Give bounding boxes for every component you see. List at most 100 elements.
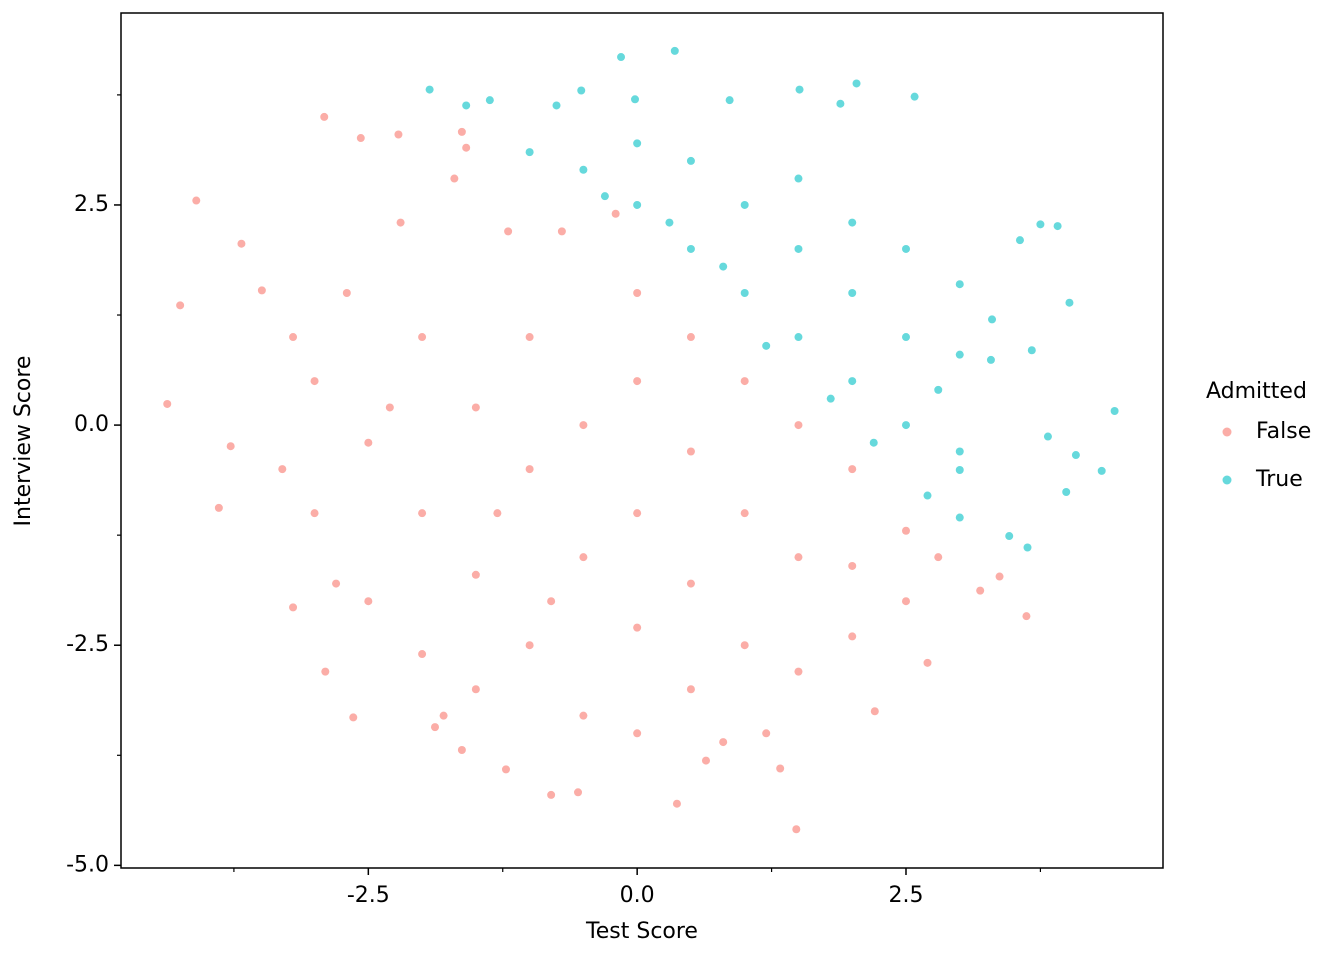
point: [955, 465, 964, 474]
point: [910, 92, 919, 101]
point: [321, 667, 330, 676]
point: [579, 421, 588, 430]
point: [719, 738, 728, 747]
y-tick-label: -5.0: [66, 852, 109, 877]
point: [214, 503, 223, 512]
point: [852, 79, 861, 88]
point: [762, 341, 771, 350]
point: [396, 218, 405, 227]
point: [349, 713, 358, 722]
point: [547, 790, 556, 799]
point: [848, 632, 857, 641]
point: [579, 711, 588, 720]
point: [988, 315, 997, 324]
point: [686, 685, 695, 694]
point: [986, 355, 995, 364]
point: [633, 509, 642, 518]
point: [257, 286, 266, 295]
point: [493, 509, 502, 518]
point: [310, 509, 319, 518]
legend-title: Admitted: [1206, 379, 1307, 404]
x-tick-label: 2.5: [888, 883, 923, 908]
point: [740, 377, 749, 386]
point: [826, 394, 835, 403]
point: [385, 403, 394, 412]
point: [955, 447, 964, 456]
point: [794, 333, 803, 342]
point: [364, 438, 373, 447]
point: [439, 711, 448, 720]
legend-label: False: [1256, 419, 1311, 444]
point: [1027, 346, 1036, 355]
point: [794, 244, 803, 253]
point: [901, 526, 910, 535]
point: [356, 134, 365, 143]
point: [740, 641, 749, 650]
point: [901, 244, 910, 253]
x-tick-label: -2.5: [347, 883, 390, 908]
legend-label: True: [1255, 467, 1303, 492]
point: [611, 209, 620, 218]
point: [471, 685, 480, 694]
point: [1097, 466, 1106, 475]
point: [955, 513, 964, 522]
x-tick-label: 0.0: [620, 883, 655, 908]
point: [976, 586, 985, 595]
point: [163, 399, 172, 408]
point: [1071, 451, 1080, 460]
point: [574, 788, 583, 797]
point: [848, 561, 857, 570]
point: [1015, 236, 1024, 245]
point: [1062, 488, 1071, 497]
point: [430, 723, 439, 732]
point: [995, 572, 1004, 581]
point: [1023, 543, 1032, 552]
point: [686, 579, 695, 588]
point: [701, 756, 710, 765]
point: [617, 53, 626, 62]
point: [418, 333, 427, 342]
point: [485, 96, 494, 105]
point: [686, 244, 695, 253]
legend-marker: [1222, 427, 1232, 437]
point: [457, 746, 466, 755]
point: [450, 174, 459, 183]
point: [923, 491, 932, 500]
point: [794, 421, 803, 430]
point: [740, 289, 749, 298]
y-axis-label: Interview Score: [11, 356, 36, 527]
y-tick-label: 0.0: [74, 412, 109, 437]
point: [794, 174, 803, 183]
point: [547, 597, 556, 606]
point: [525, 641, 534, 650]
point: [901, 333, 910, 342]
point: [633, 139, 642, 148]
point: [762, 729, 771, 738]
point: [901, 597, 910, 606]
point: [418, 650, 427, 659]
point: [725, 96, 734, 105]
point: [525, 465, 534, 474]
point: [1110, 407, 1119, 416]
point: [870, 707, 879, 716]
point: [525, 333, 534, 342]
point: [955, 350, 964, 359]
y-tick-label: -2.5: [66, 632, 109, 657]
point: [633, 377, 642, 386]
point: [176, 301, 185, 310]
point: [686, 156, 695, 165]
point: [462, 101, 471, 110]
point: [504, 227, 513, 236]
point: [740, 509, 749, 518]
point: [471, 570, 480, 579]
point: [794, 553, 803, 562]
point: [418, 509, 427, 518]
point: [934, 385, 943, 394]
point: [836, 99, 845, 108]
point: [848, 377, 857, 386]
point: [665, 218, 674, 227]
point: [776, 764, 785, 773]
point: [1065, 298, 1074, 307]
point: [955, 280, 964, 289]
point: [552, 101, 561, 110]
